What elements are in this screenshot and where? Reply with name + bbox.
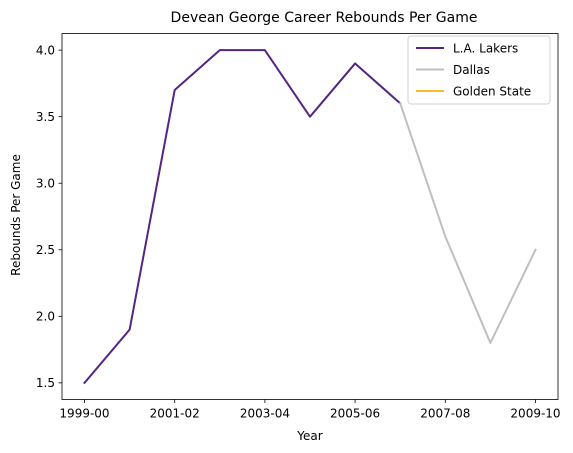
plot-area-frame [61,33,559,400]
legend-entry-label: Golden State [453,84,531,98]
y-tick-label: 4.0 [36,43,55,57]
y-tick-label: 2.0 [36,310,55,324]
x-tick-label: 2007-08 [420,407,470,421]
x-tick-label: 2009-10 [510,407,560,421]
x-axis-label: Year [296,429,322,443]
x-tick-label: 2005-06 [330,407,380,421]
y-tick-label: 3.0 [36,177,55,191]
legend: L.A. Lakers Dallas Golden State [407,35,551,105]
y-axis-label: Rebounds Per Game [9,154,23,276]
y-tick-label: 1.5 [36,376,55,390]
legend-entry-label: Dallas [453,63,490,77]
x-tick-label: 2003-04 [240,407,290,421]
x-tick-label: 2001-02 [150,407,200,421]
chart-title: Devean George Career Rebounds Per Game [171,10,478,26]
series-lines [83,49,537,385]
axis-ticks: 1999-00 2001-02 2003-04 2005-06 2007-08 2009-… [36,43,561,420]
y-tick-label: 3.5 [36,110,55,124]
legend-box [407,35,551,105]
y-tick-label: 2.5 [36,243,55,257]
x-tick-label: 1999-00 [59,407,109,421]
legend-entry-label: L.A. Lakers [453,41,518,55]
series-line-1 [398,102,537,344]
series-line-0 [83,49,402,385]
